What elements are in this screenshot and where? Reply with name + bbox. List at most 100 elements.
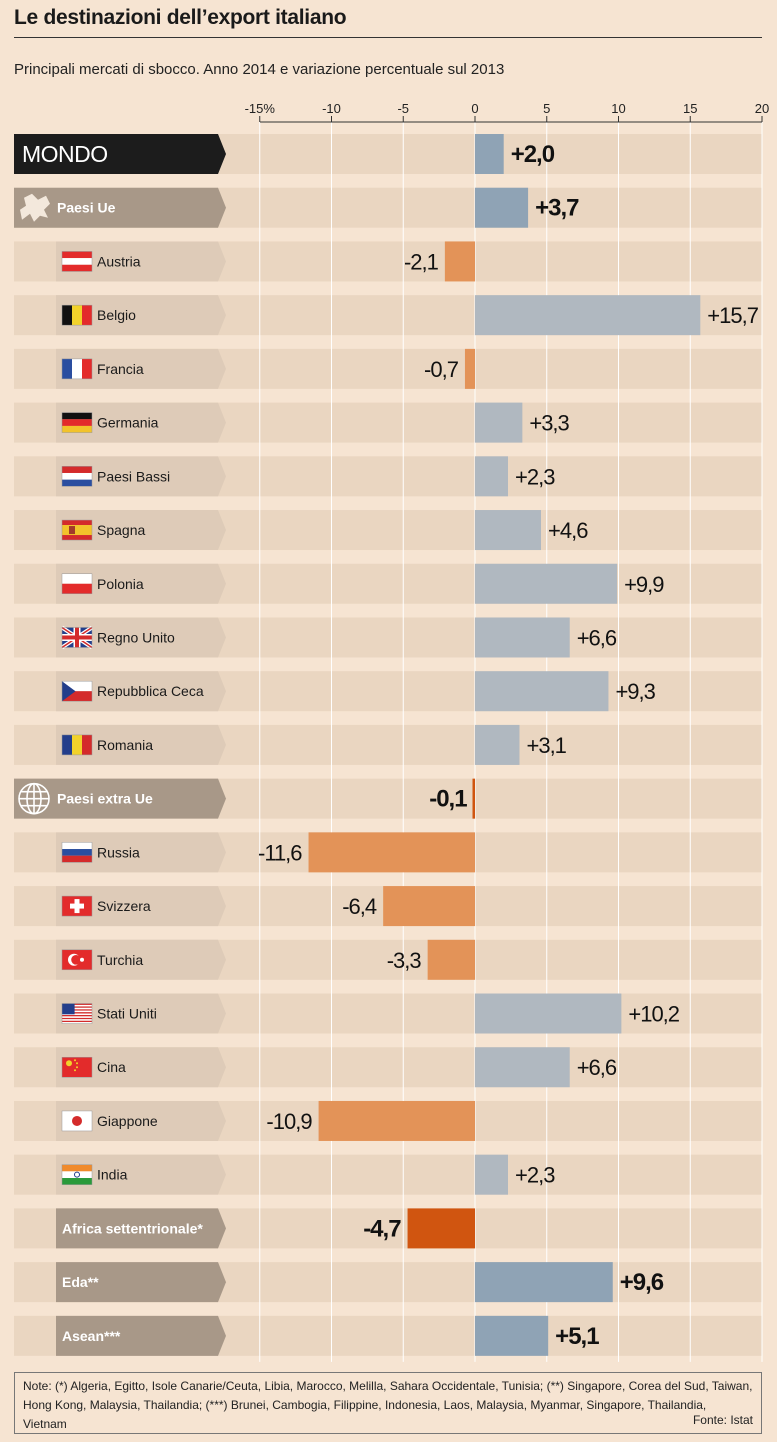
country-label-box	[56, 510, 226, 551]
value-label: +5,1	[555, 1323, 599, 1350]
chart-title: Le destinazioni dell’export italiano	[14, 6, 347, 29]
bar	[475, 617, 570, 658]
belgium-flag-icon	[61, 304, 93, 326]
germany-flag-icon	[61, 412, 93, 433]
bar	[475, 1315, 549, 1356]
row-label: Belgio	[97, 307, 136, 323]
row-label: Spagna	[97, 522, 145, 538]
bar	[475, 671, 609, 712]
country-label-box	[56, 832, 226, 873]
europe-map-icon	[20, 193, 50, 222]
tick-label: 10	[611, 101, 625, 116]
group-label-box	[14, 778, 226, 819]
netherlands-flag-icon	[61, 466, 93, 487]
uk-flag-icon	[60, 625, 94, 650]
bar	[475, 134, 504, 174]
austria-flag-icon	[61, 251, 93, 272]
area-label-box	[56, 1208, 226, 1249]
value-label: -10,9	[266, 1109, 312, 1134]
title-divider	[14, 37, 762, 38]
value-label: -2,1	[404, 249, 439, 274]
row-label: Asean***	[62, 1328, 121, 1344]
bar	[475, 456, 509, 497]
bar	[407, 1208, 475, 1249]
mondo-label-box	[14, 134, 226, 174]
bar	[464, 348, 475, 389]
bar	[472, 778, 475, 819]
value-label: +2,3	[515, 1163, 555, 1188]
value-label: -0,1	[429, 786, 467, 813]
value-label: +4,6	[548, 518, 588, 543]
country-label-box	[56, 671, 226, 712]
country-label-box	[56, 241, 226, 282]
value-label: +15,7	[707, 303, 758, 328]
bar	[475, 1154, 509, 1195]
row-label: Repubblica Ceca	[97, 683, 204, 699]
tick-label: 15	[683, 101, 697, 116]
area-label-box	[56, 1262, 226, 1303]
source-text: Fonte: Istat	[692, 1413, 753, 1427]
bar	[475, 563, 618, 604]
row-label: Paesi Bassi	[97, 468, 170, 484]
bar	[475, 402, 523, 443]
value-label: +9,3	[615, 679, 655, 704]
tick-label: -5	[397, 101, 409, 116]
row-label: Paesi extra Ue	[57, 791, 153, 807]
country-label-box	[56, 348, 226, 389]
value-label: -11,6	[258, 840, 302, 865]
value-label: +9,9	[624, 572, 664, 597]
usa-flag-icon	[61, 1003, 93, 1024]
tick-label: 20	[755, 101, 769, 116]
bar	[444, 241, 475, 282]
czech-flag-icon	[61, 680, 93, 702]
row-label: Francia	[97, 361, 144, 377]
row-label: Russia	[97, 844, 140, 860]
china-flag-icon	[61, 1056, 93, 1078]
value-label: -0,7	[424, 357, 459, 382]
area-label-box	[56, 1315, 226, 1356]
bar	[475, 1262, 613, 1303]
bar	[475, 510, 542, 551]
row-label: Giappone	[97, 1113, 158, 1129]
bar	[475, 993, 622, 1034]
row-label: India	[97, 1167, 128, 1183]
value-label: +6,6	[577, 1055, 617, 1080]
spain-flag-icon	[61, 519, 93, 541]
country-label-box	[56, 402, 226, 443]
value-label: +6,6	[577, 625, 617, 650]
row-label: Austria	[97, 253, 141, 269]
row-label: Eda**	[62, 1274, 99, 1290]
bar	[475, 1047, 570, 1088]
country-label-box	[56, 724, 226, 765]
value-label: -3,3	[387, 948, 422, 973]
bar	[475, 187, 529, 228]
country-label-box	[56, 617, 226, 658]
globe-icon	[18, 782, 50, 815]
row-label: Cina	[97, 1059, 126, 1075]
country-label-box	[56, 886, 226, 927]
notes-box: Note: (*) Algeria, Egitto, Isole Canarie…	[14, 1372, 762, 1434]
value-label: +3,3	[529, 411, 569, 436]
row-label: Romania	[97, 737, 153, 753]
switzerland-flag-icon	[61, 895, 93, 917]
value-label: +2,3	[515, 464, 555, 489]
group-label-box	[14, 187, 226, 228]
france-flag-icon	[61, 358, 93, 380]
country-label-box	[56, 563, 226, 604]
turkey-flag-icon	[61, 949, 93, 971]
tick-label: -10	[322, 101, 341, 116]
bar	[308, 832, 475, 873]
row-label: MONDO	[22, 141, 108, 167]
value-label: -4,7	[363, 1215, 401, 1242]
row-label: Turchia	[97, 952, 143, 968]
notes-text: Note: (*) Algeria, Egitto, Isole Canarie…	[23, 1379, 753, 1431]
row-label: Paesi Ue	[57, 200, 116, 216]
country-label-box	[56, 456, 226, 497]
value-label: +2,0	[511, 141, 555, 168]
india-flag-icon	[61, 1164, 93, 1185]
value-label: +3,7	[535, 195, 579, 222]
chart-subtitle: Principali mercati di sbocco. Anno 2014 …	[14, 61, 505, 78]
poland-flag-icon	[61, 573, 93, 595]
bar	[475, 724, 520, 765]
country-label-box	[56, 1100, 226, 1141]
